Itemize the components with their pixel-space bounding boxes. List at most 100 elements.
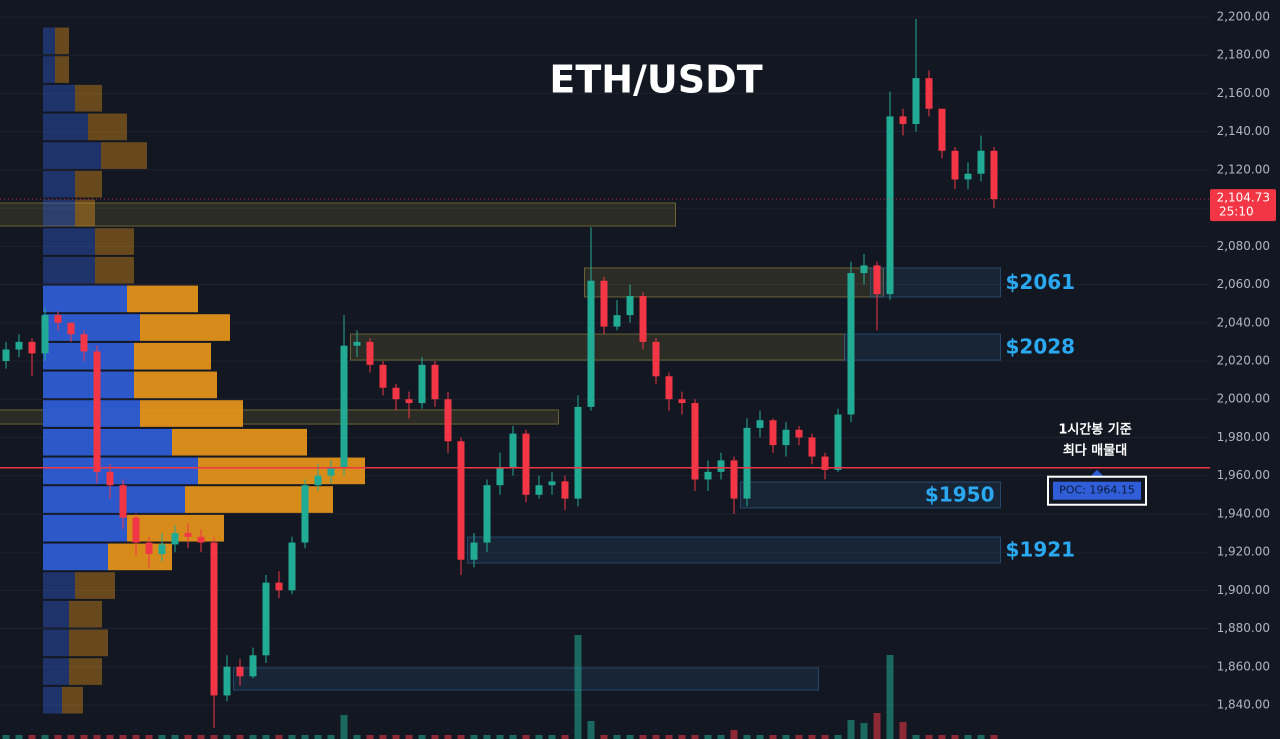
volume-bar — [457, 735, 465, 739]
volume-bar — [860, 723, 868, 739]
profile-buy — [43, 428, 172, 456]
volume-bar — [314, 735, 322, 739]
volume-bar — [522, 735, 530, 739]
volume-bar — [340, 715, 348, 739]
profile-buy — [43, 371, 134, 399]
volume-bar — [561, 735, 569, 739]
volume-bar — [613, 735, 621, 739]
profile-buy — [43, 27, 55, 55]
candle-body — [691, 403, 699, 480]
volume-bar — [223, 735, 231, 739]
volume-bar — [912, 735, 920, 739]
profile-buy — [43, 400, 140, 427]
candle-body — [912, 78, 920, 125]
profile-sell — [134, 371, 217, 399]
profile-buy — [43, 486, 185, 513]
profile-sell — [185, 486, 333, 513]
candle-body — [340, 345, 348, 469]
candle-body — [574, 406, 582, 499]
candle-body — [808, 437, 816, 457]
volume-bar — [119, 735, 127, 739]
y-tick-label: 2,020.00 — [1217, 353, 1270, 367]
candle-body — [626, 296, 634, 316]
volume-bar — [431, 735, 439, 739]
profile-buy — [43, 228, 95, 255]
candle-body — [392, 387, 400, 400]
last-price-label: 2,104.73 — [1217, 191, 1270, 205]
volume-bar — [171, 735, 179, 739]
volume-bar — [899, 722, 907, 739]
volume-bar — [678, 735, 686, 739]
profile-sell — [101, 142, 147, 169]
volume-bar — [756, 735, 764, 739]
volume-bar — [353, 735, 361, 739]
y-tick-label: 2,200.00 — [1217, 10, 1270, 24]
candle-body — [405, 399, 413, 404]
volume-bar — [600, 735, 608, 739]
profile-buy — [43, 199, 75, 227]
y-tick-label: 1,880.00 — [1217, 621, 1270, 635]
volume-bar — [769, 735, 777, 739]
candle-body — [275, 582, 283, 591]
profile-sell — [198, 457, 365, 485]
candle-body — [756, 420, 764, 428]
candle-body — [184, 532, 192, 537]
profile-sell — [140, 314, 230, 341]
profile-sell — [127, 285, 198, 313]
candle-body — [41, 315, 49, 354]
profile-buy — [43, 629, 69, 657]
profile-sell — [134, 342, 211, 370]
candle-body — [678, 399, 686, 404]
volume-bar — [392, 735, 400, 739]
profile-buy — [43, 514, 127, 542]
annotation: 최다 매물대 — [1063, 443, 1127, 459]
volume-bar — [275, 735, 283, 739]
volume-bar — [717, 735, 725, 739]
volume-bar — [977, 735, 985, 739]
volume-bar — [925, 735, 933, 739]
volume-bar — [249, 735, 257, 739]
candle-body — [743, 427, 751, 499]
candle-body — [951, 150, 959, 180]
volume-bar — [665, 735, 673, 739]
candle-body — [873, 265, 881, 295]
volume-bar — [626, 735, 634, 739]
profile-sell — [172, 428, 307, 456]
y-tick-label: 2,040.00 — [1217, 315, 1270, 329]
y-tick-label: 1,960.00 — [1217, 468, 1270, 482]
volume-bar — [535, 735, 543, 739]
volume-bar — [288, 735, 296, 739]
candle-body — [457, 441, 465, 560]
candle-body — [925, 78, 933, 109]
profile-sell — [69, 629, 108, 657]
profile-sell — [55, 27, 69, 55]
candle-body — [379, 364, 387, 388]
volume-bar — [262, 735, 270, 739]
profile-buy — [43, 572, 75, 599]
candle-body — [938, 108, 946, 151]
candle-body — [886, 116, 894, 295]
y-tick-label: 1,940.00 — [1217, 506, 1270, 520]
y-tick-label: 1,920.00 — [1217, 545, 1270, 559]
zone — [350, 333, 845, 361]
volume-bar — [405, 735, 413, 739]
candle-body — [600, 280, 608, 327]
profile-buy — [43, 113, 88, 141]
volume-bar — [236, 735, 244, 739]
candle-body — [821, 456, 829, 470]
profile-sell — [62, 686, 83, 714]
y-tick-label: 2,140.00 — [1217, 124, 1270, 138]
volume-bar — [28, 735, 36, 739]
candle-body — [483, 485, 491, 543]
y-tick-label: 1,860.00 — [1217, 659, 1270, 673]
volume-bar — [938, 735, 946, 739]
candle-body — [444, 399, 452, 442]
volume-bar — [509, 735, 517, 739]
volume-bar — [574, 635, 582, 739]
volume-bar — [15, 735, 23, 739]
profile-sell — [88, 113, 127, 141]
zone-label: $2061 — [1006, 270, 1076, 294]
candle-body — [210, 542, 218, 696]
